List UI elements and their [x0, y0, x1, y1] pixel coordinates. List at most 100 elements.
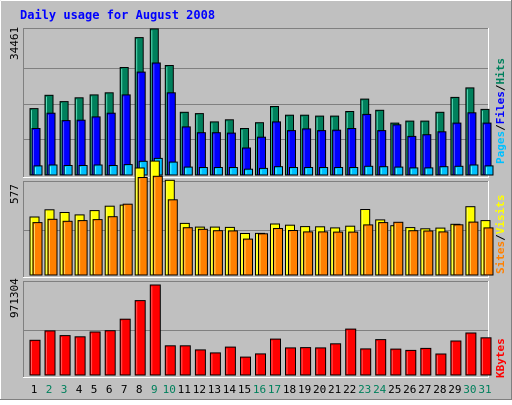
x-tick-label: 6: [106, 383, 113, 396]
bar-kbytes: [209, 352, 221, 376]
x-tick-label: 27: [418, 383, 431, 396]
top-panel-max-label: 34461: [8, 27, 21, 60]
legend-entry: Hits: [494, 58, 507, 85]
bar-kbytes: [270, 338, 281, 376]
bar-sites: [348, 231, 359, 276]
bar-sites: [77, 220, 88, 276]
bar-kbytes: [104, 330, 116, 376]
x-tick-label: 19: [298, 383, 311, 396]
x-tick-label: 10: [163, 383, 176, 396]
x-tick-label: 3: [61, 383, 68, 396]
bar-sites: [333, 231, 344, 276]
legend-entry: Pages: [494, 131, 507, 164]
bar-pages: [364, 165, 374, 176]
bar-kbytes: [240, 356, 251, 376]
bar-pages: [228, 167, 238, 176]
bar-pages: [469, 164, 479, 176]
x-tick-label: 20: [313, 383, 326, 396]
bar-kbytes: [224, 346, 236, 376]
bar-kbytes: [29, 339, 41, 376]
x-tick-label: 5: [91, 383, 98, 396]
bar-kbytes: [255, 353, 266, 376]
legend-entry: /: [494, 84, 507, 91]
bar-kbytes: [360, 348, 372, 376]
bar-pages: [93, 164, 103, 176]
bar-sites: [378, 222, 389, 276]
bar-kbytes: [44, 330, 56, 376]
bar-pages: [304, 167, 314, 176]
bottom-panel-max-label: 971304: [8, 278, 21, 318]
bar-kbytes: [345, 328, 357, 376]
bar-pages: [33, 165, 43, 176]
bar-pages: [198, 167, 208, 176]
x-tick-label: 31: [478, 383, 491, 396]
bar-kbytes: [390, 348, 402, 376]
bar-pages: [123, 164, 133, 176]
bar-pages: [409, 167, 419, 176]
x-tick-label: 15: [238, 383, 251, 396]
bar-kbytes: [465, 332, 477, 376]
bar-sites: [167, 199, 178, 276]
bar-sites: [47, 218, 58, 276]
bar-sites: [243, 238, 253, 276]
bar-pages: [274, 166, 283, 176]
bar-sites: [363, 224, 374, 276]
bar-sites: [122, 203, 133, 276]
x-tick-label: 23: [358, 383, 371, 396]
bar-kbytes: [285, 347, 296, 376]
x-tick-label: 1: [31, 383, 38, 396]
bar-kbytes: [59, 335, 71, 376]
x-tick-label: 2: [46, 383, 53, 396]
legend-entry: /: [494, 124, 507, 131]
legend-entry: Visits: [494, 195, 507, 235]
bar-kbytes: [164, 345, 176, 376]
bar-sites: [483, 227, 494, 276]
bottom-panel-legend: KBytes: [494, 338, 507, 378]
bar-kbytes: [375, 339, 387, 376]
bar-sites: [227, 230, 238, 276]
bar-sites: [197, 228, 208, 276]
x-tick-label: 14: [223, 383, 237, 396]
bar-pages: [439, 166, 449, 176]
legend-entry: Files: [494, 91, 507, 124]
middle-panel-legend: Sites/Visits: [494, 195, 507, 275]
bar-pages: [244, 168, 253, 176]
x-tick-label: 29: [448, 383, 461, 396]
bar-sites: [258, 233, 268, 276]
bar-kbytes: [405, 349, 417, 376]
bar-sites: [303, 231, 314, 276]
bar-pages: [183, 166, 193, 176]
bar-sites: [453, 224, 464, 276]
bar-sites: [152, 175, 163, 276]
x-tick-label: 17: [268, 383, 281, 396]
bar-pages: [484, 165, 494, 176]
visits-sites-panel: [23, 160, 494, 278]
bar-pages: [334, 167, 344, 176]
bar-sites: [468, 221, 479, 276]
x-tick-label: 18: [283, 383, 296, 396]
legend-entry: Sites: [494, 241, 507, 274]
x-tick-label: 30: [463, 383, 476, 396]
bar-kbytes: [89, 331, 101, 376]
x-tick-label: 25: [388, 383, 401, 396]
bar-kbytes: [330, 343, 342, 376]
bar-sites: [107, 216, 118, 276]
bar-sites: [318, 231, 329, 276]
bar-sites: [288, 230, 298, 276]
bar-kbytes: [435, 353, 447, 376]
bar-pages: [63, 165, 73, 176]
bar-pages: [349, 167, 359, 176]
bar-pages: [168, 161, 178, 176]
top-panel-legend: Pages/Files/Hits: [494, 58, 507, 164]
middle-panel-max-label: 577: [8, 184, 21, 204]
hits-files-pages-panel: [23, 28, 494, 178]
bar-kbytes: [74, 336, 86, 376]
bar-kbytes: [300, 347, 312, 376]
x-tick-label: 26: [403, 383, 416, 396]
bar-kbytes: [119, 318, 131, 376]
bar-kbytes: [450, 340, 462, 376]
bar-kbytes: [480, 337, 492, 376]
bar-pages: [259, 167, 268, 176]
